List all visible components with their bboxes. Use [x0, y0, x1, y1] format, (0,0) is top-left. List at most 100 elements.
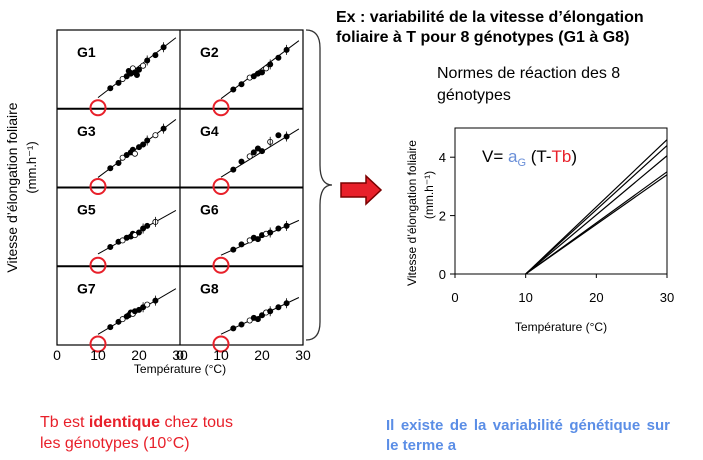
data-point [275, 132, 282, 139]
data-point [258, 148, 265, 155]
panel-label: G8 [200, 280, 219, 296]
note-left-part1: Tb est [40, 414, 89, 431]
data-point [275, 54, 282, 61]
data-point [119, 237, 126, 244]
formula: V= aG (T-Tb) [482, 147, 577, 169]
data-point [258, 69, 265, 76]
data-point [135, 306, 142, 313]
data-point [144, 301, 151, 308]
data-point [119, 316, 126, 323]
formula-a: a [508, 147, 518, 166]
data-point [133, 71, 140, 78]
data-point [115, 159, 122, 166]
note-genetic-variability: Il existe de la variabilité génétique su… [386, 417, 670, 454]
base-temperature-circle [212, 335, 230, 353]
x-tick-label: 10 [518, 290, 532, 305]
x-axis-label: Température (°C) [134, 362, 226, 376]
data-point [254, 236, 261, 243]
data-point [152, 132, 159, 139]
data-point [238, 321, 245, 328]
data-point [119, 154, 126, 161]
data-point [254, 316, 261, 323]
base-temperature-circle [212, 99, 230, 117]
y-axis-unit: (mm.h⁻¹) [422, 171, 436, 219]
data-point [275, 225, 282, 232]
y-axis-label: Vitesse d’élongation foliaire [405, 140, 419, 286]
panel-g7: G7 [77, 280, 177, 353]
note-left-part2: chez tous [160, 414, 233, 431]
data-point [238, 241, 245, 248]
x-tick-label: 10 [213, 347, 229, 363]
data-point [107, 85, 114, 92]
note-left-line2: les génotypes (10°C) [40, 435, 190, 452]
data-point [246, 237, 253, 244]
base-temperature-circle [89, 178, 107, 195]
data-point [123, 152, 130, 159]
panel-g2: G2 [200, 40, 300, 117]
x-tick-label: 20 [254, 347, 270, 363]
y-tick-label: 2 [439, 209, 446, 224]
x-tick-label: 20 [131, 347, 147, 363]
base-temperature-circle [89, 335, 107, 353]
panel-label: G1 [77, 44, 96, 60]
data-point [254, 145, 261, 152]
x-axis-label: Température (°C) [515, 320, 607, 334]
data-point [123, 73, 130, 80]
formula-open: (T- [526, 147, 552, 166]
data-point [115, 318, 122, 325]
data-point [115, 79, 122, 86]
data-point [238, 158, 245, 165]
data-point [152, 52, 159, 59]
formula-subscript: G [517, 157, 526, 169]
data-point [250, 149, 257, 156]
panel-g6: G6 [200, 202, 300, 274]
y-axis-unit: (mm.h⁻¹) [24, 141, 39, 193]
data-point [230, 166, 237, 173]
data-point [107, 244, 114, 251]
data-point [119, 75, 126, 82]
panel-g1: G1 [77, 37, 177, 117]
reaction-line [525, 155, 668, 275]
x-tick-label: 20 [589, 290, 603, 305]
panel-label: G3 [77, 123, 96, 139]
panel-label: G5 [77, 202, 96, 218]
panel-g4: G4 [200, 123, 300, 195]
y-tick-label: 4 [439, 150, 446, 165]
data-point [135, 144, 142, 151]
reaction-line [525, 139, 668, 275]
data-point [107, 165, 114, 172]
data-point [258, 312, 265, 319]
panel-label: G2 [200, 44, 219, 60]
panel-g8: G8 [200, 280, 300, 353]
data-point [135, 66, 142, 73]
formula-tb: Tb [552, 147, 572, 166]
panel-label: G7 [77, 280, 96, 296]
right-arrow-icon [340, 174, 383, 206]
data-point [263, 65, 270, 72]
x-tick-label: 10 [90, 347, 106, 363]
reaction-line [525, 145, 668, 275]
data-point [135, 229, 142, 236]
base-temperature-circle [89, 256, 107, 274]
data-point [230, 325, 237, 332]
data-point [250, 73, 257, 80]
data-point [230, 86, 237, 93]
panel-g3: G3 [77, 119, 177, 195]
base-temperature-circle [212, 256, 230, 274]
chart-frame [454, 127, 668, 275]
panel-label: G6 [200, 202, 219, 218]
note-tb-identical: Tb est identique chez tous les génotypes… [40, 412, 233, 454]
data-point [140, 62, 147, 69]
note-left-bold: identique [88, 414, 161, 431]
data-point [131, 232, 138, 239]
data-point [246, 153, 253, 160]
data-point [230, 246, 237, 253]
data-point [107, 324, 114, 331]
x-tick-label: 0 [53, 347, 61, 363]
data-point [144, 222, 151, 229]
y-tick-label: 0 [439, 267, 446, 282]
base-temperature-circle [212, 178, 230, 195]
